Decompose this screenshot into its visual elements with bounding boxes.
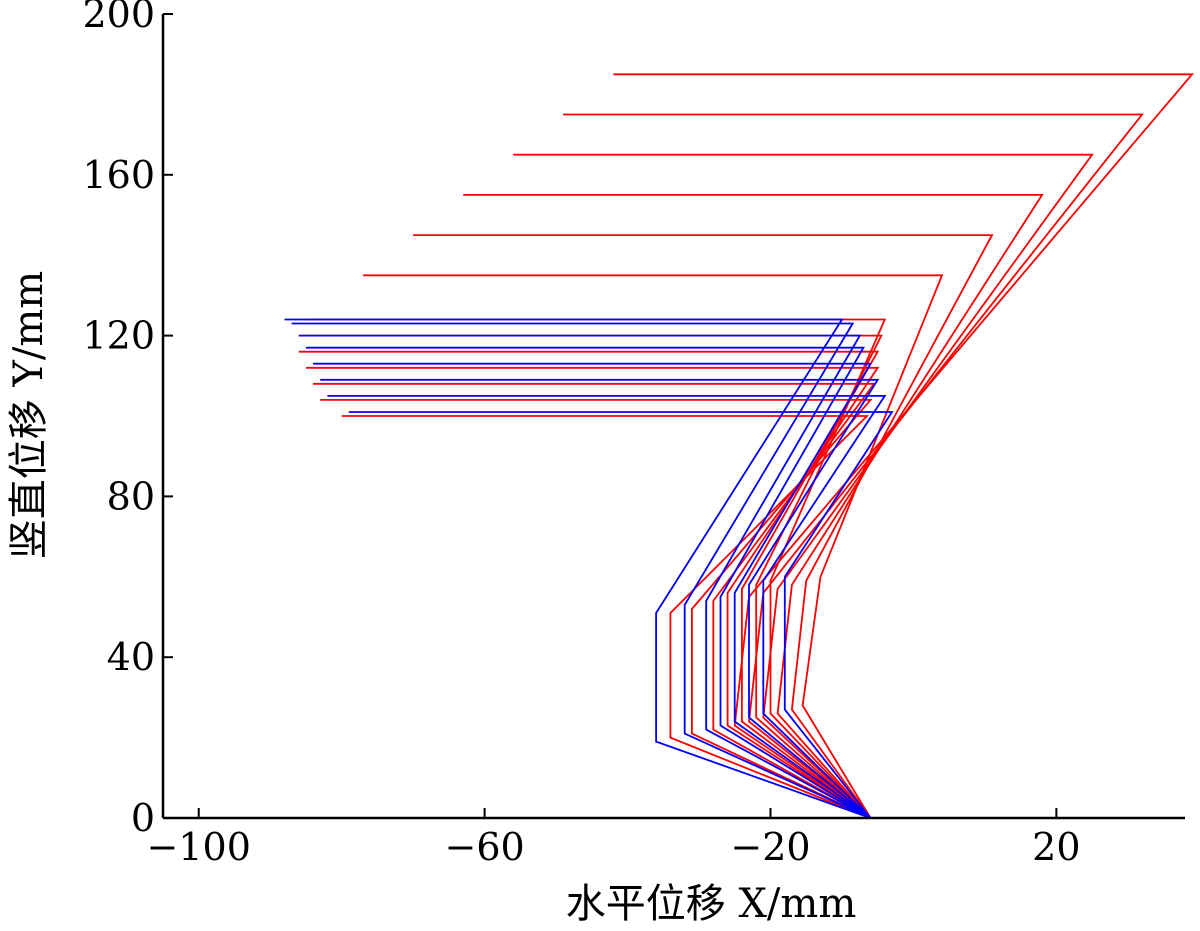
series-line-blue-3: [320, 378, 880, 819]
x-tick-label: −20: [730, 825, 810, 869]
x-ticks: −100 −60 −20 20: [147, 808, 1081, 869]
y-ticks: 0 40 80 120 160 200: [82, 0, 173, 840]
y-tick-label: 200: [82, 0, 155, 36]
series-layer: [284, 73, 1195, 819]
series-line-red-5: [563, 113, 1144, 819]
x-tick-label: 20: [1032, 825, 1080, 869]
x-tick-label: −60: [445, 825, 525, 869]
series-line-red-1: [363, 274, 944, 819]
series-line-blue-1: [348, 411, 894, 819]
series-line-red-11: [313, 382, 876, 819]
series-line-red-7: [305, 318, 887, 819]
series-line-blue-6: [298, 334, 871, 819]
series-line-blue-5: [305, 346, 871, 819]
y-tick-label: 40: [107, 635, 155, 679]
series-line-red-13: [341, 415, 871, 819]
series-line-red-4: [513, 153, 1094, 819]
plot-area: −100 −60 −20 20 0 40 80 120 160 200: [82, 0, 1195, 869]
y-axis-title: 竖直位移 Y/mm: [6, 271, 52, 559]
y-tick-label: 160: [82, 153, 155, 197]
series-line-red-3: [463, 193, 1044, 819]
x-tick-label: −100: [147, 825, 251, 869]
series-line-blue-8: [284, 318, 871, 819]
series-line-blue-2: [327, 394, 887, 819]
y-tick-label: 80: [107, 474, 155, 518]
x-axis-title: 水平位移 X/mm: [566, 881, 857, 927]
series-line-red-9: [298, 350, 880, 819]
series-line-blue-4: [313, 362, 873, 819]
series-line-red-12: [320, 398, 873, 819]
series-line-red-2: [413, 234, 994, 819]
series-line-blue-7: [291, 322, 871, 819]
y-tick-label: 120: [82, 314, 155, 358]
series-line-red-10: [305, 366, 880, 819]
series-line-red-6: [613, 73, 1195, 819]
y-tick-label: 0: [131, 796, 155, 840]
